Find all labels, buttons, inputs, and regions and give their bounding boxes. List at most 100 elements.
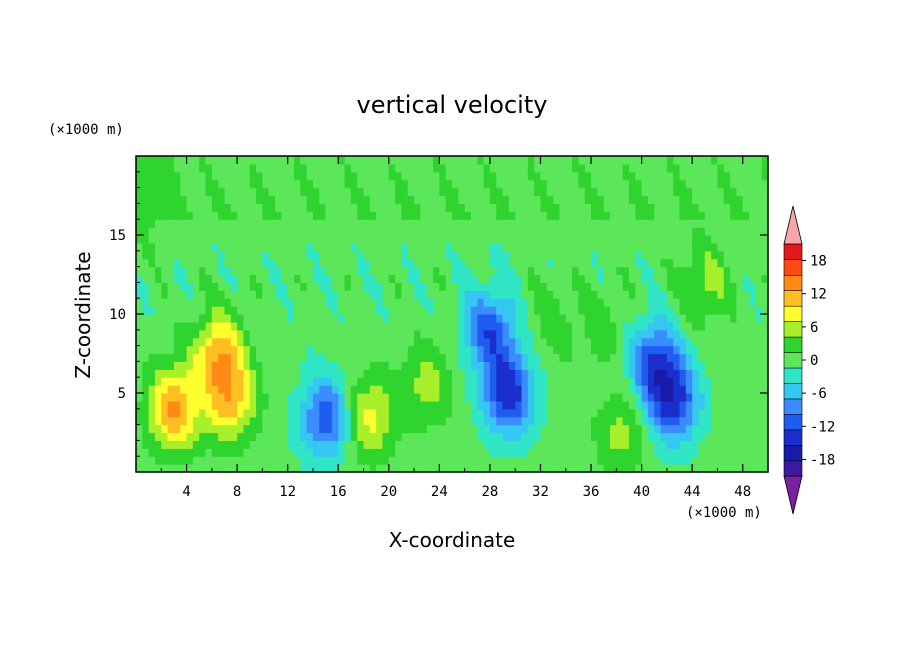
heatmap-cell bbox=[388, 456, 396, 465]
heatmap-cell bbox=[344, 345, 352, 355]
heatmap-cell bbox=[224, 163, 232, 173]
heatmap-cell bbox=[319, 250, 327, 260]
heatmap-cell bbox=[154, 242, 162, 252]
heatmap-cell bbox=[546, 416, 554, 426]
heatmap-cell bbox=[717, 337, 725, 347]
heatmap-cell bbox=[173, 227, 181, 236]
heatmap-cell bbox=[325, 171, 333, 181]
heatmap-cell bbox=[628, 195, 636, 204]
heatmap-cell bbox=[565, 219, 573, 228]
heatmap-cell bbox=[445, 432, 453, 441]
heatmap-cell bbox=[294, 266, 301, 276]
heatmap-cell bbox=[572, 432, 579, 441]
heatmap-cell bbox=[237, 440, 245, 449]
heatmap-cell bbox=[698, 456, 706, 465]
heatmap-cell bbox=[622, 432, 630, 441]
heatmap-cell bbox=[477, 227, 485, 236]
heatmap-cell bbox=[527, 156, 535, 165]
heatmap-cell bbox=[749, 171, 756, 181]
heatmap-cell bbox=[395, 306, 403, 315]
heatmap-cell bbox=[534, 227, 542, 236]
heatmap-cell bbox=[527, 282, 535, 291]
heatmap-cell bbox=[489, 242, 497, 252]
heatmap-cell bbox=[161, 171, 169, 181]
heatmap-cell bbox=[591, 345, 598, 355]
heatmap-cell bbox=[136, 211, 143, 220]
heatmap-cell bbox=[186, 337, 194, 347]
heatmap-cell bbox=[243, 211, 251, 220]
heatmap-cell bbox=[376, 408, 384, 418]
heatmap-cell bbox=[186, 408, 194, 418]
heatmap-cell bbox=[641, 369, 649, 378]
heatmap-cell bbox=[603, 385, 611, 394]
colorbar-segment bbox=[783, 321, 803, 338]
heatmap-cell bbox=[426, 266, 434, 276]
heatmap-cell bbox=[470, 156, 478, 165]
heatmap-cell bbox=[704, 250, 712, 260]
heatmap-cell bbox=[692, 329, 700, 339]
heatmap-cell bbox=[275, 266, 282, 276]
heatmap-cell bbox=[515, 171, 523, 181]
heatmap-cell bbox=[173, 361, 181, 370]
heatmap-cell bbox=[761, 219, 769, 228]
heatmap-cell bbox=[357, 235, 365, 244]
heatmap-cell bbox=[679, 329, 687, 339]
heatmap-cell bbox=[148, 187, 156, 197]
heatmap-cell bbox=[515, 329, 523, 339]
heatmap-cell bbox=[344, 258, 352, 268]
heatmap-cell bbox=[407, 361, 415, 370]
heatmap-cell bbox=[534, 156, 542, 165]
heatmap-cell bbox=[205, 448, 213, 457]
heatmap-cell bbox=[483, 306, 491, 315]
heatmap-cell bbox=[300, 258, 308, 268]
heatmap-cell bbox=[508, 416, 516, 426]
heatmap-cell bbox=[376, 361, 384, 370]
heatmap-cell bbox=[470, 416, 478, 426]
heatmap-cell bbox=[420, 211, 428, 220]
heatmap-cell bbox=[502, 258, 510, 268]
heatmap-cell bbox=[654, 250, 662, 260]
heatmap-cell bbox=[704, 266, 712, 276]
heatmap-cell bbox=[262, 290, 270, 299]
heatmap-cell bbox=[205, 456, 213, 465]
heatmap-cell bbox=[243, 329, 251, 339]
heatmap-cell bbox=[256, 408, 263, 418]
heatmap-cell bbox=[319, 314, 327, 323]
heatmap-cell bbox=[154, 424, 162, 434]
heatmap-cell bbox=[338, 361, 346, 370]
heatmap-cell bbox=[673, 440, 681, 449]
heatmap-cell bbox=[369, 266, 377, 276]
heatmap-cell bbox=[167, 211, 175, 220]
heatmap-cell bbox=[546, 337, 554, 347]
heatmap-cell bbox=[559, 464, 567, 473]
heatmap-cell bbox=[414, 171, 421, 181]
heatmap-cell bbox=[477, 282, 485, 291]
heatmap-cell bbox=[761, 432, 769, 441]
heatmap-cell bbox=[597, 163, 605, 173]
heatmap-cell bbox=[654, 345, 662, 355]
heatmap-cell bbox=[199, 242, 207, 252]
heatmap-cell bbox=[369, 306, 377, 315]
heatmap-cell bbox=[439, 345, 447, 355]
heatmap-cell bbox=[426, 345, 434, 355]
heatmap-cell bbox=[616, 258, 624, 268]
heatmap-cell bbox=[546, 448, 554, 457]
heatmap-cell bbox=[439, 400, 447, 410]
heatmap-cell bbox=[521, 314, 529, 323]
heatmap-cell bbox=[173, 195, 181, 204]
heatmap-cell bbox=[414, 424, 421, 434]
heatmap-cell bbox=[654, 464, 662, 473]
heatmap-cell bbox=[154, 195, 162, 204]
heatmap-cell bbox=[173, 424, 181, 434]
heatmap-cell bbox=[711, 377, 719, 386]
heatmap-cell bbox=[470, 282, 478, 291]
heatmap-cell bbox=[628, 385, 636, 394]
heatmap-cell bbox=[401, 258, 409, 268]
heatmap-cell bbox=[673, 385, 681, 394]
heatmap-cell bbox=[306, 203, 314, 212]
heatmap-cell bbox=[256, 235, 263, 244]
heatmap-cell bbox=[369, 329, 377, 339]
heatmap-cell bbox=[230, 258, 238, 268]
heatmap-cell bbox=[477, 235, 485, 244]
heatmap-cell bbox=[452, 400, 459, 410]
